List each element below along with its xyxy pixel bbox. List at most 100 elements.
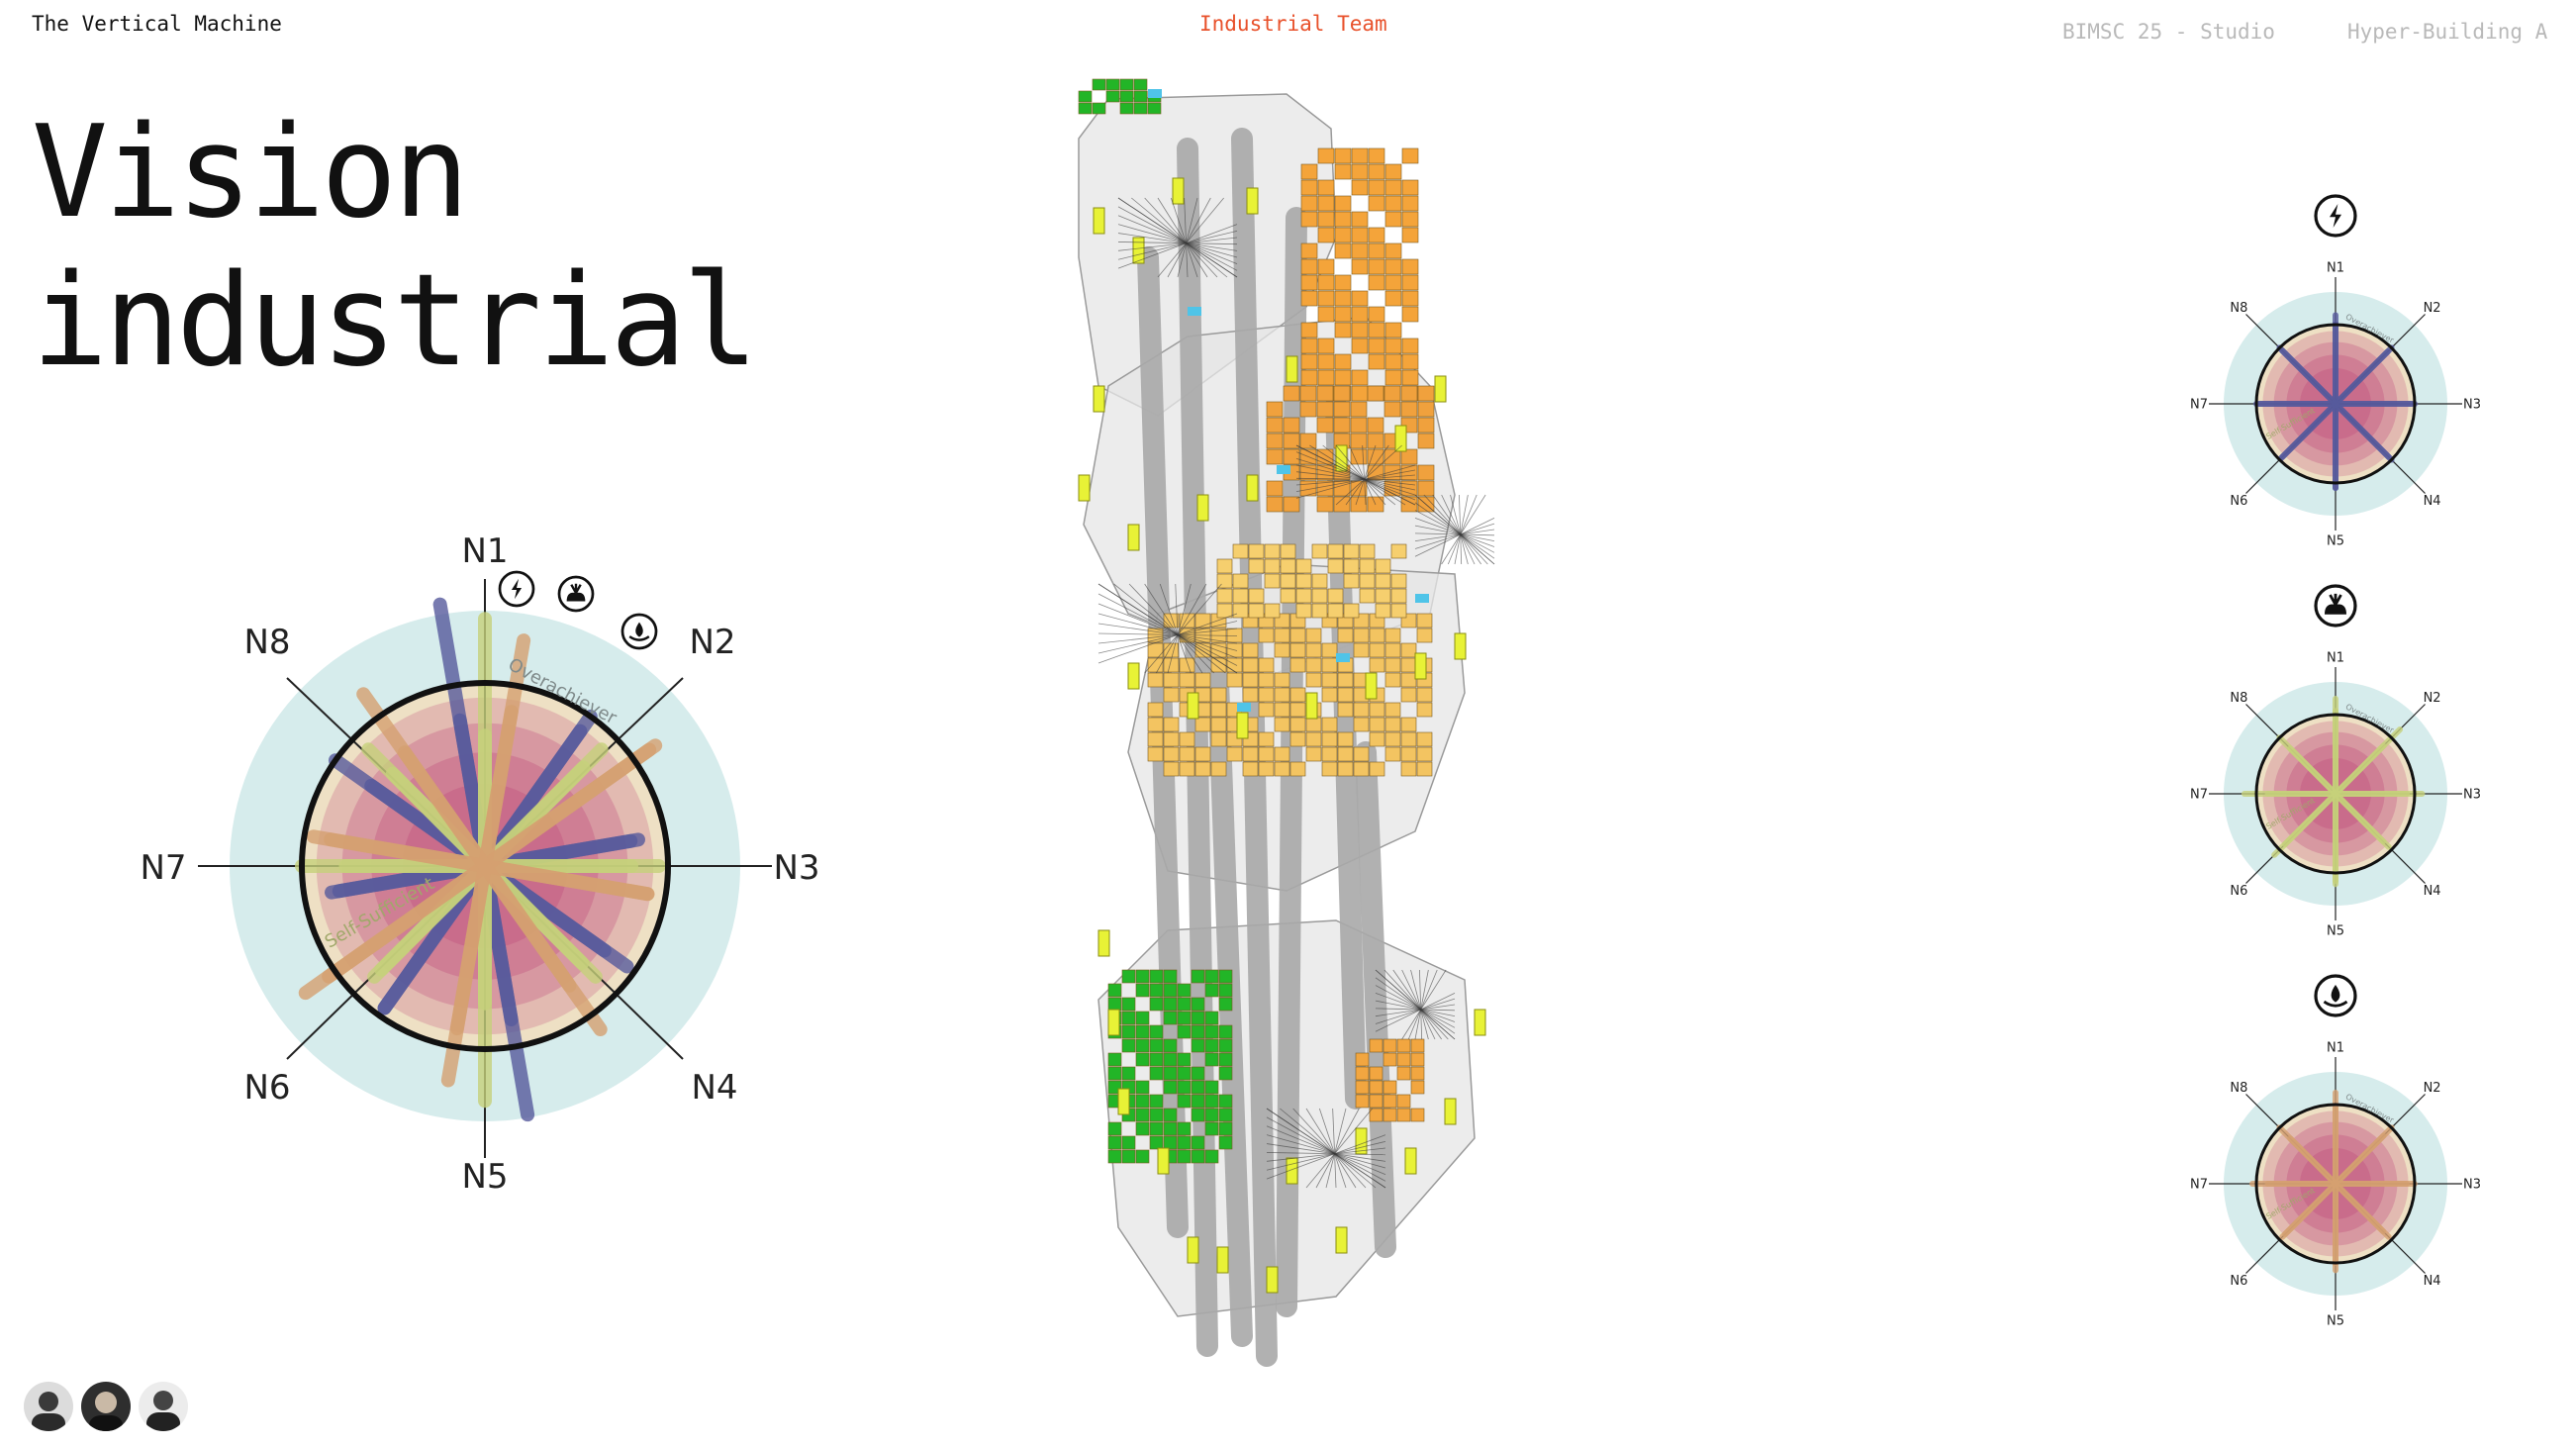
radar-axis-label: N2	[2424, 691, 2441, 706]
utility-module	[1216, 1246, 1229, 1274]
utility-module	[1187, 1236, 1199, 1264]
radar-axis-label: N6	[243, 1068, 290, 1108]
utility-module	[1093, 385, 1105, 413]
food-icon	[2314, 584, 2357, 627]
service-network	[1266, 1108, 1386, 1189]
utility-module	[1335, 1226, 1348, 1254]
utility-module	[1093, 207, 1105, 235]
radar-axis-label: N8	[2230, 301, 2247, 316]
utility-module	[1117, 1088, 1130, 1115]
industrial-block-mid	[1266, 385, 1435, 513]
radar-axis-label: N6	[2230, 884, 2247, 899]
utility-module	[1097, 929, 1110, 957]
radar-threshold-ring	[2254, 713, 2417, 875]
radar-axis-label: N2	[2424, 1081, 2441, 1096]
utility-module	[1444, 1098, 1457, 1125]
radar-axis-label: N7	[140, 848, 186, 888]
radar-chart-food: N1N2N3N4N5N6N7N8OverachieverSelf-Suffici…	[2190, 584, 2481, 939]
service-network	[1117, 197, 1238, 278]
energy-icon	[2314, 194, 2357, 238]
connector-node	[1237, 703, 1251, 712]
radar-axis-label: N8	[243, 623, 290, 662]
service-network	[1375, 969, 1456, 1040]
utility-module	[1305, 692, 1318, 720]
utility-module	[1246, 474, 1259, 502]
connector-node	[1336, 653, 1350, 662]
industrial-block-upper	[1300, 147, 1419, 402]
page-title: Vision industrial	[32, 99, 759, 396]
radar-axis-label: N3	[2463, 788, 2481, 803]
radar-chart-water: N1N2N3N4N5N6N7N8OverachieverSelf-Suffici…	[2190, 974, 2481, 1329]
member-1-avatar	[24, 1382, 73, 1431]
utility-module	[1474, 1009, 1486, 1036]
radar-axis-label: N2	[2424, 301, 2441, 316]
connector-node	[1188, 307, 1201, 316]
team-name: Industrial Team	[1199, 12, 1387, 36]
connector-node	[1277, 465, 1290, 474]
radar-axis-label: N5	[461, 1157, 508, 1197]
radar-axis-label: N6	[2230, 1274, 2247, 1289]
utility-module	[1246, 187, 1259, 215]
utility-module	[1454, 632, 1467, 660]
utility-module	[1172, 177, 1185, 205]
radar-axis-label: N8	[2230, 691, 2247, 706]
title-line-2: industrial	[32, 247, 759, 395]
water-icon	[2314, 974, 2357, 1017]
building-illustration	[1078, 78, 1495, 1367]
connector-node	[1415, 594, 1429, 603]
radar-axis-label: N5	[2327, 534, 2344, 549]
radar-chart-main: N1N2N3N4N5N6N7N8OverachieverSelf-Suffici…	[140, 531, 819, 1197]
industrial-block-lower	[1355, 1038, 1425, 1122]
production-block-top	[1216, 543, 1407, 619]
structural-column	[1355, 741, 1396, 1258]
radar-series-bar	[2276, 344, 2392, 460]
utility-module	[1286, 1157, 1298, 1185]
member-2-avatar	[81, 1382, 131, 1431]
radar-axis-label: N7	[2190, 1178, 2208, 1193]
radar-axis-label: N7	[2190, 788, 2208, 803]
utility-module	[1157, 1147, 1170, 1175]
radar-axis-label: N1	[2327, 1041, 2344, 1056]
utility-module	[1394, 425, 1407, 452]
radar-axis-label: N2	[689, 623, 735, 662]
radar-axis-label: N1	[2327, 651, 2344, 666]
service-network	[1295, 444, 1416, 506]
service-network	[1414, 494, 1495, 565]
radar-axis-label: N8	[2230, 1081, 2247, 1096]
radar-axis-label: N4	[2424, 884, 2441, 899]
studio-label: BIMSC 25 - Studio	[2062, 20, 2275, 44]
utility-module	[1078, 474, 1091, 502]
radar-threshold-ring	[299, 680, 671, 1052]
radar-threshold-ring	[2254, 323, 2417, 485]
radar-series-bar	[356, 687, 608, 1037]
radar-axis-label: N6	[2230, 494, 2247, 509]
radar-axis-label: N7	[2190, 398, 2208, 413]
utility-module	[1107, 1009, 1120, 1036]
utility-module	[1414, 652, 1427, 680]
utility-module	[1132, 237, 1145, 264]
utility-module	[1127, 662, 1140, 690]
utility-module	[1365, 672, 1378, 700]
food-icon	[557, 575, 595, 613]
radar-axis-label: N3	[2463, 1178, 2481, 1193]
utility-module	[1187, 692, 1199, 720]
utility-module	[1266, 1266, 1279, 1294]
radar-series-bar	[2276, 734, 2392, 850]
radar-axis-label: N1	[2327, 261, 2344, 276]
radar-threshold-ring	[2254, 1103, 2417, 1265]
radar-axis-label: N4	[2424, 494, 2441, 509]
member-3-avatar	[139, 1382, 188, 1431]
utility-module	[1127, 524, 1140, 551]
radar-axis-label: N5	[2327, 924, 2344, 939]
radar-axis-label: N4	[2424, 1274, 2441, 1289]
water-icon	[620, 613, 658, 650]
radar-axis-label: N4	[691, 1068, 737, 1108]
utility-module	[1236, 712, 1249, 739]
radar-axis-label: N5	[2327, 1314, 2344, 1329]
brand-title: The Vertical Machine	[32, 12, 282, 36]
energy-icon	[498, 570, 535, 608]
utility-module	[1196, 494, 1209, 522]
utility-module	[1404, 1147, 1417, 1175]
team-avatars	[24, 1382, 188, 1431]
utility-module	[1286, 355, 1298, 383]
